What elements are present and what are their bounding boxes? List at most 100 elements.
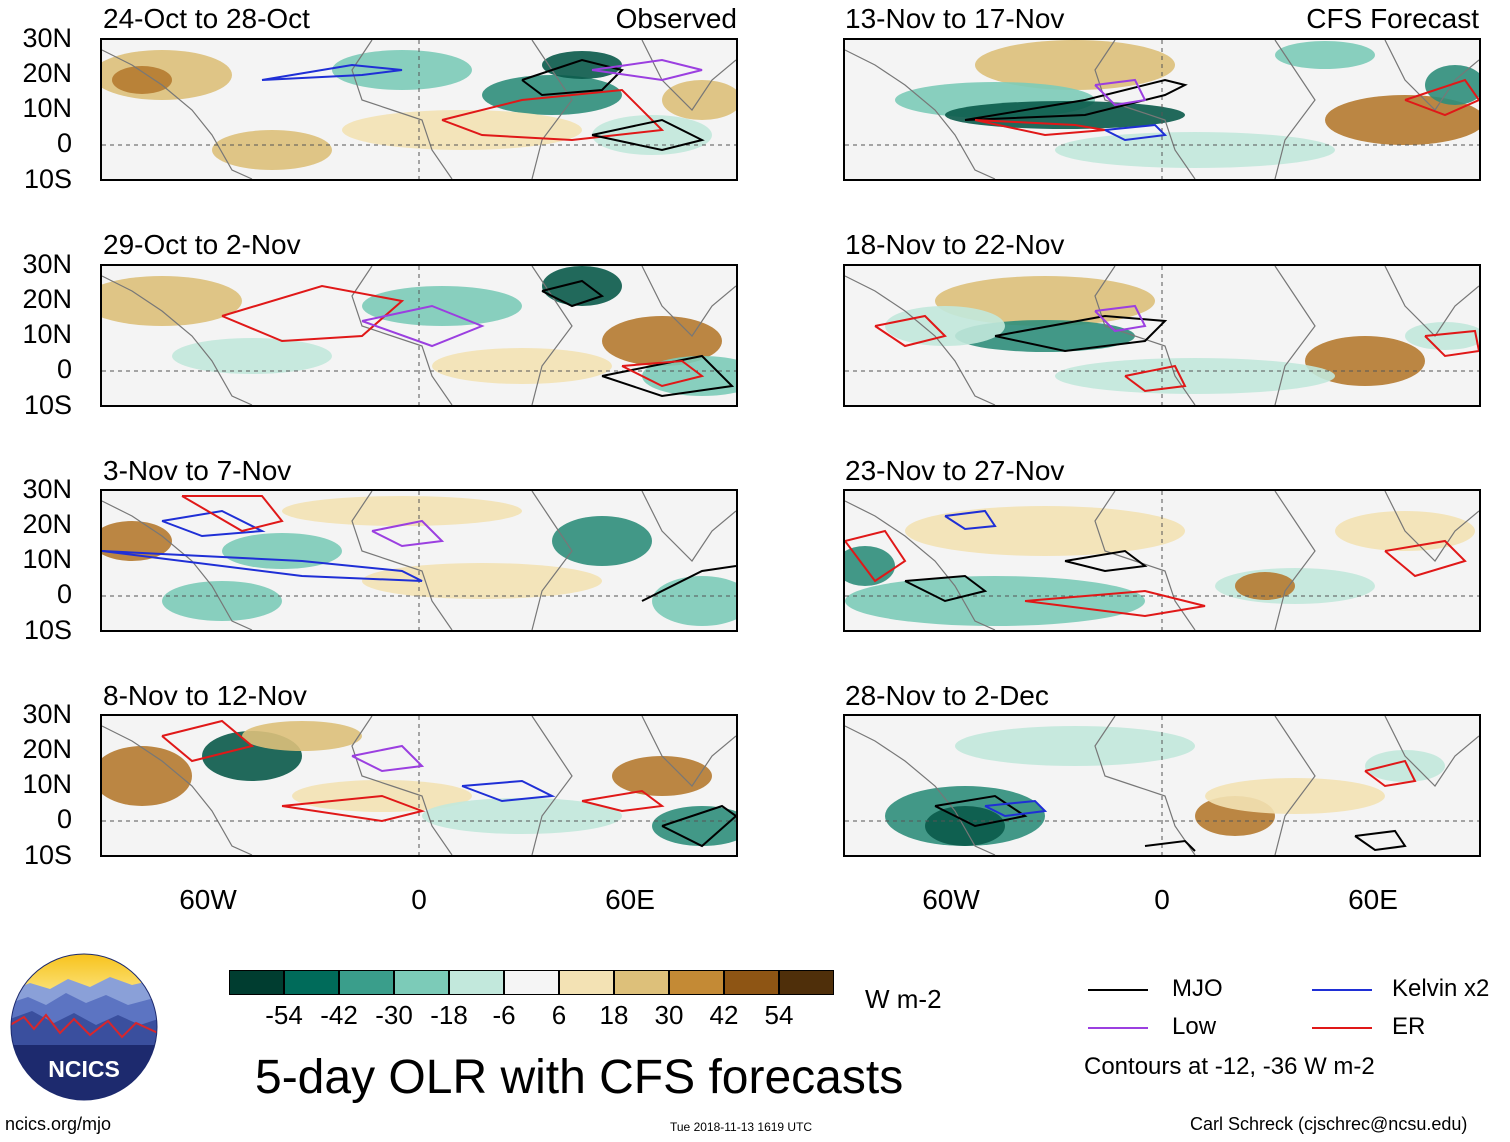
contour-line	[591, 118, 705, 152]
coastline	[351, 491, 453, 630]
contour-line	[221, 284, 405, 343]
coastline	[102, 500, 253, 630]
anomaly-area	[102, 276, 242, 326]
coastline	[102, 49, 253, 179]
contour-line	[964, 78, 1188, 121]
coastline	[845, 275, 996, 405]
contour-line	[541, 279, 605, 308]
coastline	[531, 491, 573, 630]
legend-mjo-line	[1088, 989, 1148, 991]
panel-title-obs-3: 3-Nov to 7-Nov	[103, 455, 292, 486]
colorbar-swatch	[779, 970, 834, 995]
lat-label: 30N	[22, 249, 72, 279]
anomaly-area	[432, 348, 612, 384]
colorbar-swatch	[449, 970, 504, 995]
figure-title: 5-day OLR with CFS forecasts	[255, 1051, 904, 1104]
anomaly-area	[1365, 750, 1445, 782]
footer-url[interactable]: ncics.org/mjo	[5, 1114, 112, 1134]
map-panel-obs-4	[100, 714, 738, 857]
anomaly-area	[1405, 322, 1479, 350]
lat-label: 20N	[22, 58, 72, 88]
contour-line	[351, 744, 425, 773]
panel-title-obs-4: 8-Nov to 12-Nov	[103, 680, 307, 711]
legend-er-line	[1312, 1027, 1372, 1029]
lat-label: 0	[56, 804, 72, 834]
lon-label: 60E	[605, 884, 655, 915]
anomaly-area	[172, 338, 332, 374]
lon-label: 60W	[922, 884, 980, 915]
contour-line	[181, 495, 284, 533]
coastline	[641, 716, 736, 787]
colorbar-label: 30	[654, 1000, 684, 1030]
lat-label: 20N	[22, 509, 72, 539]
contour-line	[904, 574, 988, 603]
contour-line	[361, 304, 485, 348]
colorbar-swatch	[559, 970, 614, 995]
legend-er-label: ER	[1392, 1013, 1426, 1040]
colorbar-label: 6	[551, 1000, 567, 1030]
map-graphic	[102, 716, 736, 855]
lat-label: 30N	[22, 23, 72, 53]
colorbar-label: -54	[265, 1000, 303, 1030]
forecast-label: CFS Forecast	[1306, 3, 1479, 34]
map-graphic	[845, 266, 1479, 405]
contour-line	[1024, 589, 1206, 618]
colorbar-swatch	[284, 970, 339, 995]
anomaly-area	[652, 806, 736, 846]
coastline	[102, 275, 253, 405]
anomaly-area	[612, 756, 712, 796]
panel-title-fc-1: 13-Nov to 17-Nov	[845, 3, 1065, 34]
map-graphic	[845, 491, 1479, 630]
contour-line	[1424, 329, 1479, 358]
map-graphic	[102, 40, 736, 179]
anomaly-area	[102, 746, 192, 806]
lat-label: 10N	[22, 544, 72, 574]
anomaly-area	[282, 496, 522, 526]
footer-credit: Carl Schreck (cjschrec@ncsu.edu)	[1190, 1114, 1468, 1134]
contour-line	[1144, 839, 1196, 852]
contour-line	[1094, 304, 1147, 333]
legend-kelvin-label: Kelvin x2	[1392, 975, 1490, 1002]
map-graphic	[102, 491, 736, 630]
map-panel-fc-1	[843, 38, 1481, 181]
footer-timestamp: Tue 2018-11-13 1619 UTC	[670, 1120, 813, 1134]
ncics-logo-graphic: NCICS	[10, 953, 158, 1101]
contour-line	[261, 63, 403, 81]
coastline	[1094, 266, 1196, 405]
anomaly-area	[542, 51, 622, 79]
anomaly-area	[975, 40, 1175, 90]
anomaly-area	[885, 306, 1005, 346]
colorbar-label: -18	[430, 1000, 468, 1030]
lat-label: 10S	[23, 390, 72, 420]
coastline	[531, 266, 573, 405]
panel-title-fc-4: 28-Nov to 2-Dec	[845, 680, 1049, 711]
map-panel-obs-3	[100, 489, 738, 632]
anomaly-area	[222, 533, 342, 569]
legend-low-line	[1088, 1027, 1148, 1029]
anomaly-area	[1055, 358, 1335, 394]
lat-label: 30N	[22, 699, 72, 729]
colorbar-label: 42	[709, 1000, 739, 1030]
colorbar-swatch	[724, 970, 779, 995]
coastline	[845, 725, 996, 855]
contour-line	[621, 359, 705, 388]
contour-line	[161, 719, 255, 763]
coastline	[531, 40, 573, 179]
map-panel-obs-1	[100, 38, 738, 181]
anomaly-area	[1325, 95, 1479, 145]
map-graphic	[845, 40, 1479, 179]
coastline	[1274, 491, 1316, 630]
logo-text: NCICS	[48, 1056, 120, 1082]
coastline	[845, 500, 996, 630]
anomaly-area	[552, 516, 652, 566]
lat-label: 0	[56, 354, 72, 384]
colorbar-units: W m-2	[865, 984, 942, 1014]
observed-label: Observed	[615, 3, 737, 34]
coastline	[1094, 40, 1196, 179]
coastline	[351, 266, 453, 405]
contour-line	[1404, 78, 1479, 117]
contour-line	[641, 565, 736, 602]
contour-line	[161, 509, 266, 538]
contour-line	[1354, 829, 1407, 852]
anomaly-area	[422, 798, 622, 834]
